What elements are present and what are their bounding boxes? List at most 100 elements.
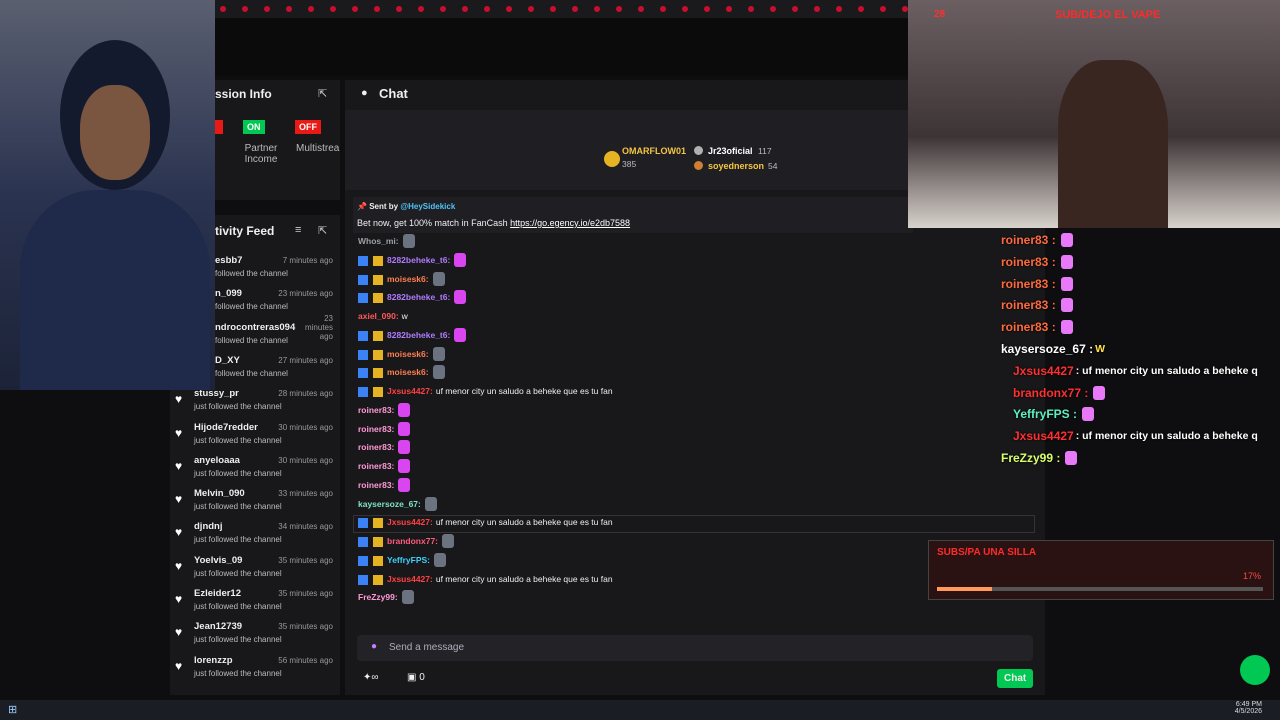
help-button[interactable] — [1240, 655, 1270, 685]
strip-dot — [572, 6, 578, 12]
emote — [454, 290, 467, 305]
leader-icon — [694, 161, 703, 170]
follow-time: 35 minutes ago — [278, 589, 333, 598]
strip-dot — [748, 6, 754, 12]
overlay-user: roiner83 : — [1001, 254, 1056, 269]
strip-dot — [308, 6, 314, 12]
follow-action: just followed the channel — [194, 602, 282, 611]
follow-time: 7 minutes ago — [282, 256, 333, 265]
follow-time: 56 minutes ago — [278, 655, 333, 665]
badge — [373, 555, 383, 566]
follow-time: 35 minutes ago — [278, 555, 333, 565]
follower-name: D_XY — [215, 354, 240, 366]
popout-icon[interactable]: ⇱ — [318, 225, 328, 237]
chat-user: roiner83: — [358, 423, 395, 434]
overlay-user: roiner83 : — [1001, 276, 1056, 291]
badge — [358, 255, 368, 266]
activity-title: tivity Feed — [215, 224, 275, 238]
chat-user: Jxsus4427: — [387, 573, 433, 584]
strip-dot — [880, 6, 886, 12]
start-icon[interactable]: ⊞ — [8, 704, 18, 716]
chat-user: YeffryFPS: — [387, 554, 430, 565]
overlay-user: YeffryFPS : — [1013, 407, 1078, 422]
leader-icon — [694, 146, 703, 155]
highlight — [353, 515, 1035, 534]
strip-dot — [660, 6, 666, 12]
chat-text: w — [401, 311, 408, 321]
chat-user: kaysersoze_67: — [358, 498, 421, 509]
strip-dot — [506, 6, 512, 12]
leader-score: 54 — [768, 161, 778, 171]
time: 6:49 PM — [1235, 701, 1262, 708]
hoodie — [20, 190, 210, 390]
badge — [373, 293, 383, 304]
filter-icon[interactable]: ≡ — [295, 224, 302, 236]
badge — [358, 368, 368, 379]
chat-user: moisesk6: — [387, 348, 429, 359]
emote — [398, 459, 411, 473]
follow-action: just followed the channel — [194, 668, 282, 678]
overlay-emote — [1060, 233, 1073, 247]
popout-icon[interactable]: ⇱ — [318, 88, 328, 100]
strip-dot — [726, 6, 732, 12]
chat-icon: ● — [361, 87, 368, 99]
strip-dot — [616, 6, 622, 12]
leader-score: 117 — [758, 146, 772, 156]
follower-name: esbb7 — [215, 255, 243, 266]
chat-user: moisesk6: — [387, 273, 429, 284]
strip-dot — [814, 6, 820, 12]
badge — [358, 330, 368, 341]
strip-dot — [462, 6, 468, 12]
badge — [373, 349, 383, 360]
overlay-emote — [1082, 407, 1095, 422]
leader-score: 385 — [622, 159, 637, 169]
strip-dot — [550, 6, 556, 12]
follow-action: just followed the channel — [194, 402, 282, 412]
chat-user: FreZzy99: — [358, 592, 398, 603]
follow-time: 27 minutes ago — [278, 355, 333, 365]
emote — [432, 365, 445, 380]
taskbar: ⊞ 6:49 PM 4/5/2026 — [0, 700, 1280, 720]
strip-dot — [330, 6, 336, 12]
badge — [373, 255, 383, 266]
overlay-user: Jxsus4427 — [1013, 363, 1074, 378]
strip-dot — [264, 6, 270, 12]
chat-input[interactable]: ● Send a message — [357, 635, 1033, 661]
strip-dot — [704, 6, 710, 12]
leader-name: soyednerson — [708, 161, 765, 171]
emote — [402, 234, 415, 248]
sidekick-banner: 📌 Sent by @HeySidekick Bet now, get 100%… — [353, 197, 913, 233]
follow-time: 35 minutes ago — [278, 622, 333, 632]
strip-dot — [352, 6, 358, 12]
follow-action: followed the channel — [215, 269, 288, 278]
face — [80, 85, 150, 180]
overlay-text: W — [1095, 343, 1105, 355]
webcam-right: 28 SUB/DEJO EL VAPE — [908, 0, 1280, 228]
on-badge: ON — [243, 120, 265, 134]
follower-name: lorenzzp — [194, 654, 233, 666]
activity-panel: tivity Feed ≡ ⇱ esbb7 followed the channe… — [170, 215, 340, 695]
goal-fill — [937, 587, 993, 591]
partner-label: Partner Income — [244, 143, 278, 165]
chat-user: 8282beheke_t6: — [387, 329, 451, 340]
sent-by-text: Sent by — [369, 202, 399, 211]
heart-icon: ♥ — [175, 558, 183, 573]
sub-count: 28 — [934, 9, 946, 20]
follower-name: n_099 — [215, 288, 242, 300]
chat-text: uf menor city un saludo a beheke que es … — [435, 573, 613, 584]
chat-button[interactable]: Chat — [997, 669, 1034, 688]
strip-dot — [286, 6, 292, 12]
mic-icon: ● — [371, 641, 378, 652]
date: 4/5/2026 — [1234, 708, 1262, 715]
overlay-user: roiner83 : — [1001, 298, 1056, 313]
follow-time: 33 minutes ago — [278, 489, 333, 499]
strip-dot — [902, 6, 908, 12]
strip-dot — [638, 6, 644, 12]
multistream-label: Multistrea — [296, 143, 340, 154]
overlay-user: brandonx77 : — [1013, 385, 1089, 400]
emote — [401, 590, 414, 605]
emote — [442, 534, 455, 548]
banner-link[interactable]: https://go.egency.io/e2db7588 — [510, 218, 631, 228]
emote — [432, 346, 445, 361]
heart-icon: ♥ — [175, 492, 183, 507]
